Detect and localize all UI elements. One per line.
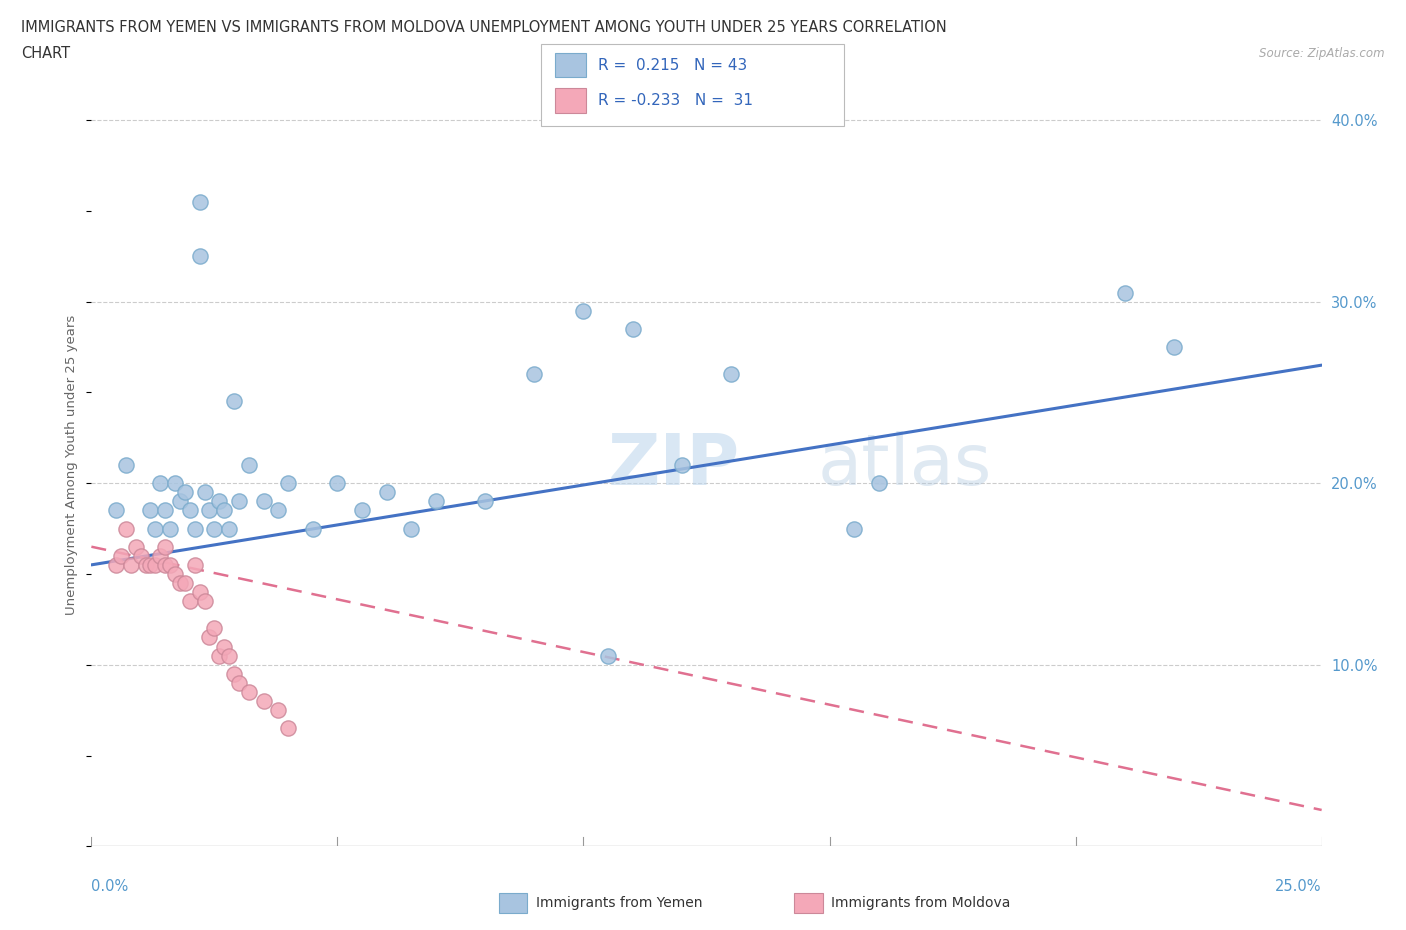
Point	[149, 476, 172, 491]
Point	[253, 494, 276, 509]
Point	[110, 549, 132, 564]
Point	[169, 494, 191, 509]
Point	[238, 684, 260, 699]
Point	[120, 557, 142, 572]
Point	[202, 621, 225, 636]
Text: Immigrants from Moldova: Immigrants from Moldova	[831, 896, 1011, 910]
Point	[129, 549, 152, 564]
Text: CHART: CHART	[21, 46, 70, 61]
Text: IMMIGRANTS FROM YEMEN VS IMMIGRANTS FROM MOLDOVA UNEMPLOYMENT AMONG YOUTH UNDER : IMMIGRANTS FROM YEMEN VS IMMIGRANTS FROM…	[21, 20, 946, 35]
Point	[720, 366, 742, 381]
Point	[212, 503, 235, 518]
Point	[228, 494, 250, 509]
Point	[352, 503, 374, 518]
Point	[208, 494, 231, 509]
Point	[159, 557, 181, 572]
Text: R = -0.233   N =  31: R = -0.233 N = 31	[598, 93, 752, 108]
Point	[425, 494, 447, 509]
Text: Immigrants from Yemen: Immigrants from Yemen	[536, 896, 702, 910]
Point	[193, 593, 217, 608]
Point	[174, 576, 197, 591]
Text: Source: ZipAtlas.com: Source: ZipAtlas.com	[1260, 46, 1385, 60]
Point	[198, 630, 221, 644]
Point	[238, 458, 260, 472]
Point	[375, 485, 398, 499]
Point	[218, 521, 240, 536]
Point	[145, 557, 166, 572]
Point	[671, 458, 693, 472]
Point	[153, 557, 177, 572]
Point	[145, 521, 166, 536]
Point	[596, 648, 619, 663]
Point	[267, 703, 290, 718]
Point	[222, 394, 246, 409]
Point	[183, 521, 207, 536]
Point	[169, 576, 191, 591]
Point	[188, 585, 211, 600]
Point	[868, 476, 890, 491]
Point	[114, 458, 138, 472]
Point	[228, 675, 250, 690]
Point	[153, 539, 177, 554]
Text: 0.0%: 0.0%	[91, 879, 128, 894]
Point	[277, 476, 299, 491]
Point	[179, 593, 201, 608]
Point	[267, 503, 290, 518]
Point	[572, 303, 595, 318]
Point	[188, 194, 211, 209]
Text: 25.0%: 25.0%	[1275, 879, 1322, 894]
Point	[301, 521, 323, 536]
Point	[474, 494, 496, 509]
Point	[105, 503, 127, 518]
Point	[1114, 286, 1136, 300]
Point	[179, 503, 201, 518]
Point	[842, 521, 865, 536]
Point	[208, 648, 231, 663]
Point	[188, 248, 211, 263]
Point	[523, 366, 546, 381]
Point	[153, 503, 177, 518]
Text: atlas: atlas	[817, 431, 991, 499]
Point	[218, 648, 240, 663]
Point	[159, 521, 181, 536]
Point	[326, 476, 349, 491]
Point	[212, 639, 235, 654]
Point	[163, 476, 186, 491]
Point	[114, 521, 138, 536]
Point	[193, 485, 217, 499]
Point	[202, 521, 225, 536]
Point	[139, 557, 162, 572]
Text: ZIP: ZIP	[607, 431, 741, 499]
Point	[222, 667, 246, 682]
Point	[124, 539, 146, 554]
Point	[163, 566, 186, 581]
Point	[277, 721, 299, 736]
Point	[621, 322, 644, 337]
Point	[135, 557, 156, 572]
Point	[253, 694, 276, 709]
Point	[198, 503, 221, 518]
Point	[174, 485, 197, 499]
Point	[139, 503, 162, 518]
Point	[149, 549, 172, 564]
Text: R =  0.215   N = 43: R = 0.215 N = 43	[598, 58, 747, 73]
Point	[105, 557, 127, 572]
Y-axis label: Unemployment Among Youth under 25 years: Unemployment Among Youth under 25 years	[65, 315, 79, 615]
Point	[1163, 339, 1185, 354]
Point	[183, 557, 207, 572]
Point	[399, 521, 422, 536]
